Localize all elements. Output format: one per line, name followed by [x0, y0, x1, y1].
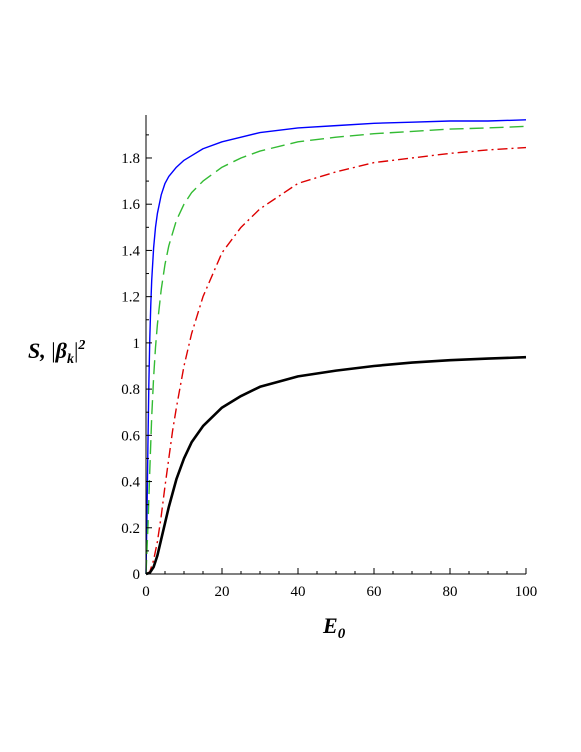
x-tick-label: 60	[367, 584, 382, 600]
y-tick-label: 1	[133, 336, 141, 352]
y-tick-label: 1.2	[121, 290, 140, 306]
series-line-4	[145, 355, 527, 576]
y-axis-title-s: S,	[28, 338, 46, 363]
y-axis-title: S, |βk|2	[28, 338, 85, 367]
x-axis-title-main: E	[322, 613, 338, 638]
y-tick-label: 0.2	[121, 521, 140, 537]
series-line-1	[145, 119, 527, 575]
y-axis-title-bar-right: |	[74, 338, 78, 363]
y-axis-title-bar-left: |	[51, 338, 55, 363]
y-tick-label: 1.8	[121, 151, 140, 167]
y-tick-label: 0.8	[121, 382, 140, 398]
series-group	[145, 119, 527, 576]
y-tick-label: 0.4	[121, 475, 140, 491]
series-line-3	[145, 146, 527, 575]
x-tick-label: 40	[291, 584, 306, 600]
ticks-group: 0 20 40 60 80 100 0 0.2 0.4 0.6 0.8 1 1.2 1.4 1.6 1.8	[121, 134, 538, 600]
x-tick-label: 80	[443, 584, 458, 600]
x-tick-label: 0	[142, 584, 150, 600]
y-tick-label: 0.6	[121, 428, 140, 444]
x-tick-label: 20	[215, 584, 230, 600]
y-axis-title-beta: β	[55, 338, 68, 363]
x-axis-title: E0	[322, 613, 346, 642]
x-tick-label: 100	[515, 584, 538, 600]
y-axis-title-subscript: k	[67, 352, 74, 367]
series-line-2	[145, 125, 527, 575]
axes-group	[145, 115, 526, 575]
y-tick-label: 1.4	[121, 243, 140, 259]
y-tick-label: 0	[133, 567, 141, 583]
y-axis-title-superscript: 2	[77, 338, 85, 353]
y-tick-label: 1.6	[121, 197, 140, 213]
x-axis-title-sub: 0	[338, 626, 346, 642]
